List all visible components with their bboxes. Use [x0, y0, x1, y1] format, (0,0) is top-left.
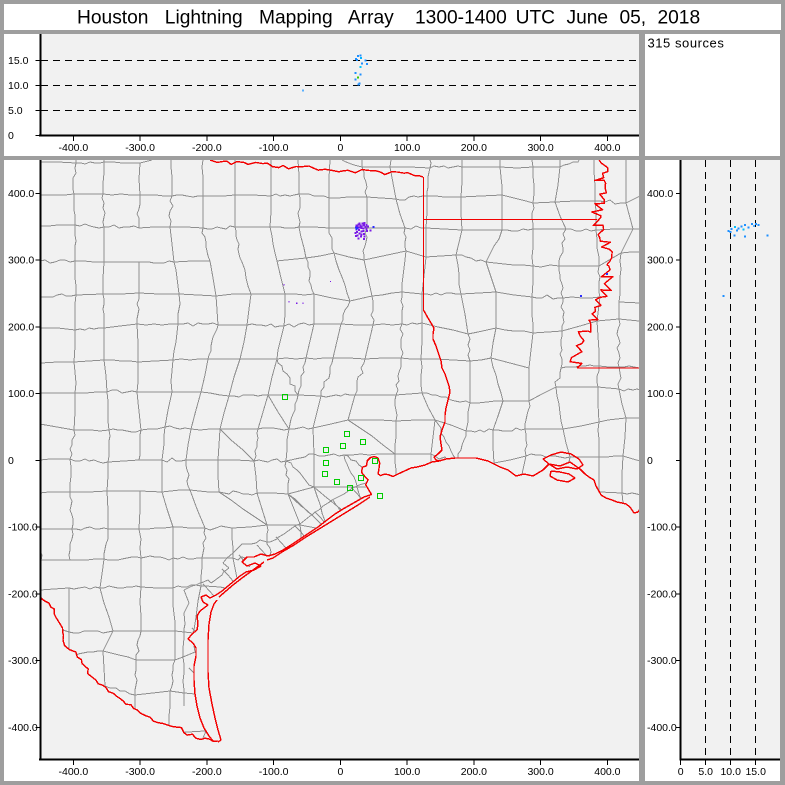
svg-text:200.0: 200.0: [461, 766, 487, 778]
svg-text:315 sources: 315 sources: [648, 36, 725, 51]
svg-text:0: 0: [8, 455, 14, 467]
svg-text:400.0: 400.0: [647, 188, 673, 200]
svg-text:200.0: 200.0: [647, 321, 673, 333]
svg-text:0: 0: [8, 130, 14, 142]
svg-text:-200.0: -200.0: [192, 766, 222, 778]
svg-text:-300.0: -300.0: [8, 655, 38, 667]
svg-text:-200.0: -200.0: [647, 588, 677, 600]
svg-text:Houston Lightning Mapping Arra: Houston Lightning Mapping Array: [77, 8, 394, 29]
svg-text:0: 0: [337, 766, 343, 778]
svg-text:300.0: 300.0: [527, 142, 553, 154]
svg-text:0: 0: [647, 455, 653, 467]
svg-text:300.0: 300.0: [8, 255, 34, 267]
svg-text:-400.0: -400.0: [647, 722, 677, 734]
svg-text:100.0: 100.0: [647, 388, 673, 400]
svg-text:1300-1400 UTC: 1300-1400 UTC: [415, 8, 555, 29]
svg-text:400.0: 400.0: [594, 766, 620, 778]
svg-text:0: 0: [678, 766, 684, 778]
svg-text:-200.0: -200.0: [192, 142, 222, 154]
svg-text:300.0: 300.0: [647, 255, 673, 267]
svg-text:300.0: 300.0: [527, 766, 553, 778]
svg-text:10.0: 10.0: [720, 766, 741, 778]
svg-text:10.0: 10.0: [8, 80, 29, 92]
svg-text:-300.0: -300.0: [125, 142, 155, 154]
svg-text:200.0: 200.0: [461, 142, 487, 154]
svg-text:June 05, 2018: June 05, 2018: [567, 8, 701, 29]
svg-text:-100.0: -100.0: [8, 522, 38, 534]
svg-text:-100.0: -100.0: [647, 522, 677, 534]
svg-text:15.0: 15.0: [8, 55, 29, 67]
svg-text:-100.0: -100.0: [259, 766, 289, 778]
svg-text:-400.0: -400.0: [59, 142, 89, 154]
svg-text:5.0: 5.0: [8, 105, 23, 117]
svg-text:15.0: 15.0: [745, 766, 766, 778]
svg-text:-400.0: -400.0: [59, 766, 89, 778]
svg-text:100.0: 100.0: [394, 142, 420, 154]
svg-text:100.0: 100.0: [394, 766, 420, 778]
svg-text:-300.0: -300.0: [647, 655, 677, 667]
svg-text:5.0: 5.0: [698, 766, 713, 778]
svg-text:400.0: 400.0: [8, 188, 34, 200]
svg-text:400.0: 400.0: [594, 142, 620, 154]
svg-text:0: 0: [337, 142, 343, 154]
svg-text:200.0: 200.0: [8, 321, 34, 333]
svg-text:-100.0: -100.0: [259, 142, 289, 154]
svg-text:-300.0: -300.0: [125, 766, 155, 778]
svg-text:-400.0: -400.0: [8, 722, 38, 734]
svg-text:100.0: 100.0: [8, 388, 34, 400]
svg-text:-200.0: -200.0: [8, 588, 38, 600]
